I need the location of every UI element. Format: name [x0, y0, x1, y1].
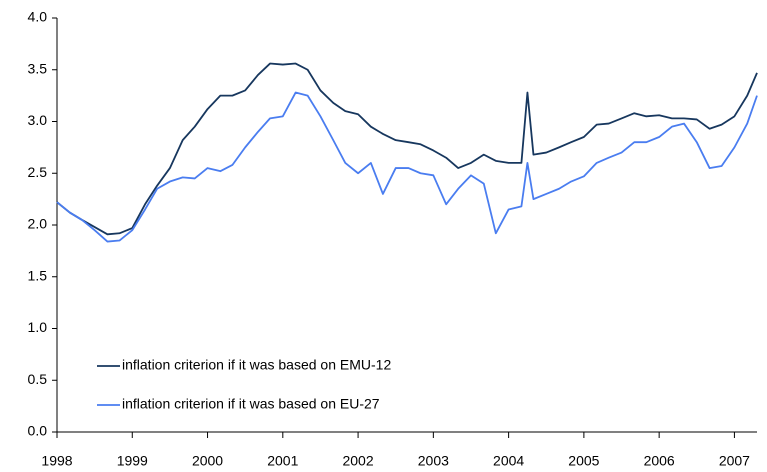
x-tick-label: 2000 — [192, 453, 223, 469]
y-tick-label: 2.0 — [28, 216, 48, 232]
y-tick-label: 1.0 — [28, 319, 48, 335]
y-tick-label: 0.5 — [28, 371, 48, 387]
x-tick-label: 1998 — [41, 453, 72, 469]
x-tick-label: 2007 — [719, 453, 750, 469]
y-tick-label: 0.0 — [28, 423, 48, 439]
y-tick-label: 4.0 — [28, 9, 48, 25]
x-tick-label: 2006 — [644, 453, 675, 469]
y-tick-label: 1.5 — [28, 267, 48, 283]
legend-label: inflation criterion if it was based on E… — [122, 396, 380, 412]
x-tick-label: 1999 — [117, 453, 148, 469]
x-tick-label: 2004 — [493, 453, 524, 469]
y-tick-label: 2.5 — [28, 164, 48, 180]
series-line — [56, 91, 758, 243]
y-tick-label: 3.0 — [28, 112, 48, 128]
x-tick-label: 2001 — [267, 453, 298, 469]
x-tick-label: 2003 — [418, 453, 449, 469]
series-line — [56, 62, 758, 236]
x-tick-label: 2005 — [568, 453, 599, 469]
y-tick-label: 3.5 — [28, 60, 48, 76]
legend-label: inflation criterion if it was based on E… — [122, 357, 391, 373]
x-tick-label: 2002 — [342, 453, 373, 469]
